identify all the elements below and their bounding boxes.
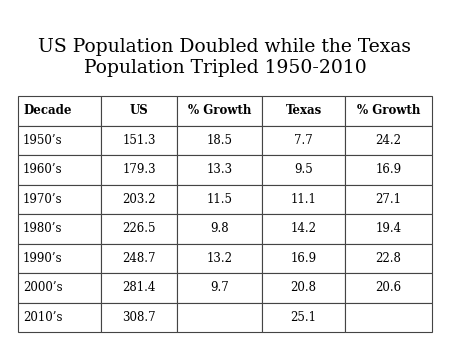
- Text: 11.1: 11.1: [291, 193, 317, 206]
- Bar: [345, 125, 432, 155]
- Text: 16.9: 16.9: [375, 163, 401, 176]
- Text: 179.3: 179.3: [122, 163, 156, 176]
- Bar: [18, 243, 101, 273]
- Bar: [177, 96, 262, 125]
- Bar: [18, 96, 101, 125]
- Bar: [101, 96, 177, 125]
- Bar: [101, 125, 177, 155]
- Bar: [18, 125, 101, 155]
- Bar: [262, 185, 345, 214]
- Text: 25.1: 25.1: [291, 311, 317, 324]
- Text: 1960’s: 1960’s: [23, 163, 63, 176]
- Text: 20.8: 20.8: [291, 281, 317, 294]
- Bar: [262, 273, 345, 303]
- Bar: [177, 155, 262, 185]
- Text: 9.8: 9.8: [211, 222, 229, 235]
- Bar: [101, 185, 177, 214]
- Bar: [345, 303, 432, 332]
- Bar: [177, 185, 262, 214]
- Text: % Growth: % Growth: [357, 104, 420, 117]
- Text: 9.5: 9.5: [294, 163, 313, 176]
- Bar: [101, 303, 177, 332]
- Text: US Population Doubled while the Texas
Population Tripled 1950-2010: US Population Doubled while the Texas Po…: [39, 38, 411, 77]
- Text: 18.5: 18.5: [207, 134, 233, 147]
- Bar: [262, 303, 345, 332]
- Bar: [18, 185, 101, 214]
- Text: 248.7: 248.7: [122, 252, 156, 265]
- Text: 226.5: 226.5: [122, 222, 156, 235]
- Bar: [101, 243, 177, 273]
- Bar: [18, 214, 101, 243]
- Bar: [177, 125, 262, 155]
- Bar: [18, 155, 101, 185]
- Text: 281.4: 281.4: [122, 281, 156, 294]
- Text: Texas: Texas: [286, 104, 322, 117]
- Text: 9.7: 9.7: [211, 281, 229, 294]
- Text: 1950’s: 1950’s: [23, 134, 63, 147]
- Text: 151.3: 151.3: [122, 134, 156, 147]
- Bar: [262, 243, 345, 273]
- Bar: [345, 214, 432, 243]
- Bar: [345, 185, 432, 214]
- Bar: [345, 155, 432, 185]
- Text: 1980’s: 1980’s: [23, 222, 63, 235]
- Text: 13.2: 13.2: [207, 252, 233, 265]
- Bar: [101, 273, 177, 303]
- Bar: [18, 303, 101, 332]
- Bar: [262, 96, 345, 125]
- Bar: [345, 273, 432, 303]
- Bar: [177, 303, 262, 332]
- Text: 27.1: 27.1: [376, 193, 401, 206]
- Bar: [262, 214, 345, 243]
- Bar: [262, 125, 345, 155]
- Text: 7.7: 7.7: [294, 134, 313, 147]
- Text: 308.7: 308.7: [122, 311, 156, 324]
- Bar: [177, 214, 262, 243]
- Text: 22.8: 22.8: [376, 252, 401, 265]
- Bar: [177, 273, 262, 303]
- Text: Decade: Decade: [23, 104, 72, 117]
- Text: 20.6: 20.6: [375, 281, 401, 294]
- Bar: [345, 243, 432, 273]
- Bar: [18, 273, 101, 303]
- Text: 24.2: 24.2: [376, 134, 401, 147]
- Text: 1970’s: 1970’s: [23, 193, 63, 206]
- Text: % Growth: % Growth: [188, 104, 252, 117]
- Text: 1990’s: 1990’s: [23, 252, 63, 265]
- Bar: [101, 214, 177, 243]
- Text: 2000’s: 2000’s: [23, 281, 63, 294]
- Bar: [345, 96, 432, 125]
- Text: 2010’s: 2010’s: [23, 311, 63, 324]
- Text: 203.2: 203.2: [122, 193, 156, 206]
- Text: 13.3: 13.3: [207, 163, 233, 176]
- Bar: [262, 155, 345, 185]
- Text: 19.4: 19.4: [375, 222, 401, 235]
- Bar: [101, 155, 177, 185]
- Text: 16.9: 16.9: [291, 252, 317, 265]
- Text: US: US: [130, 104, 148, 117]
- Bar: [177, 243, 262, 273]
- Text: 11.5: 11.5: [207, 193, 233, 206]
- Text: 14.2: 14.2: [291, 222, 317, 235]
